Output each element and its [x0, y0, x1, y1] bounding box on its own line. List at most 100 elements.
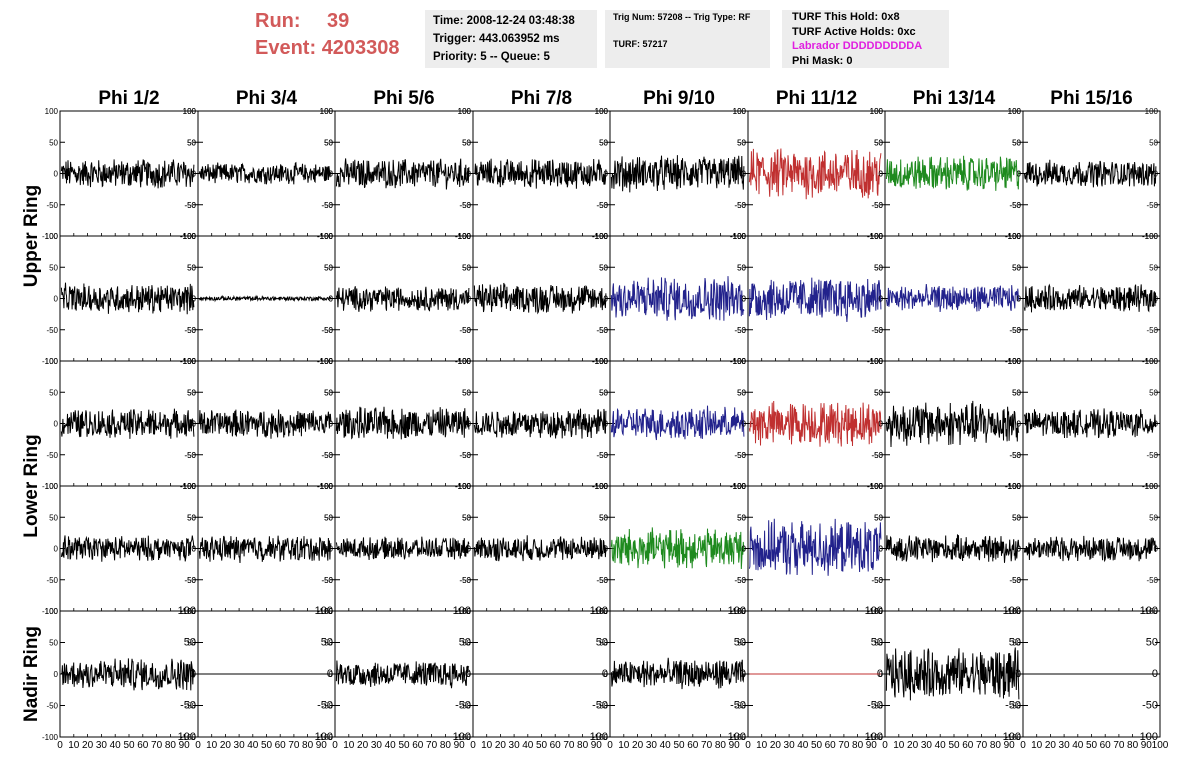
x-tick-label-c2: 60 — [275, 740, 287, 751]
left-tick-label-r5c6: 100 — [733, 607, 747, 616]
x-tick-label-c7: 30 — [921, 740, 933, 751]
left-tick-label-r2c5: 100 — [595, 232, 609, 241]
left-tick-label-r4c2: -50 — [184, 576, 196, 585]
left-tick-label-r2c4: 100 — [458, 232, 472, 241]
left-tick-label-r3c3: 100 — [320, 357, 334, 366]
left-tick-label-r3c8: 50 — [1012, 388, 1021, 397]
right-tick-label-r1c6: 50 — [874, 138, 883, 147]
x-tick-label-c3: 10 — [343, 740, 355, 751]
right-tick-label-r2c5: 0 — [742, 295, 747, 304]
left-tick-label-r2c4: -50 — [459, 326, 471, 335]
column-title-5: Phi 9/10 — [643, 88, 715, 109]
right-tick-label-r2c2: 50 — [324, 263, 333, 272]
right-tick-label-r3c2: 100 — [320, 357, 334, 366]
right-tick-label-r1c5: 50 — [737, 138, 746, 147]
left-tick-label-r3c6: 100 — [733, 357, 747, 366]
right-tick-label-r4c2: 100 — [320, 482, 334, 491]
left-tick-label-r5c6: -50 — [734, 702, 746, 711]
left-tick-label-r5c3: 50 — [324, 639, 333, 648]
left-tick-label-r2c7: 50 — [874, 263, 883, 272]
left-tick-label-r4c4: 0 — [467, 545, 472, 554]
right-tick-label-r5c2: -50 — [317, 700, 333, 712]
right-tick-label-r2c3: 100 — [458, 232, 472, 241]
left-tick-label-r1c5: 50 — [599, 138, 608, 147]
waveform-r1c3 — [335, 158, 470, 190]
left-tick-label-r4c8: 100 — [1008, 482, 1022, 491]
x-tick-label-c5: 40 — [660, 740, 672, 751]
right-tick-label-r3c5: 100 — [733, 357, 747, 366]
left-tick-label-r2c2: -50 — [184, 326, 196, 335]
event-line: Event: 4203308 — [255, 35, 425, 62]
right-tick-label-r5c1: -50 — [180, 700, 196, 712]
x-tick-label-c1: 40 — [110, 740, 122, 751]
waveform-r3c8 — [1023, 408, 1157, 439]
left-tick-label-r1c6: 0 — [742, 170, 747, 179]
left-tick-label-r3c3: 50 — [324, 388, 333, 397]
x-tick-label-c8: 70 — [1113, 740, 1125, 751]
left-tick-label-r1c3: 100 — [320, 107, 334, 116]
x-tick-label-c7: 40 — [935, 740, 947, 751]
x-tick-label-c1: 70 — [151, 740, 163, 751]
right-tick-label-r3c8: 100 — [1145, 357, 1159, 366]
left-tick-label-r3c2: 0 — [192, 420, 197, 429]
x-tick-label-c8: 30 — [1059, 740, 1071, 751]
left-tick-label-r2c1: 0 — [54, 295, 59, 304]
left-tick-label-r4c7: -50 — [871, 576, 883, 585]
waveform-r3c4 — [473, 408, 607, 439]
right-tick-label-r2c1: 50 — [187, 263, 196, 272]
waveform-r5c5 — [610, 657, 745, 690]
phi-mask-text: Phi Mask: 0 — [792, 54, 853, 67]
right-tick-label-r3c2: 0 — [329, 420, 334, 429]
right-tick-label-r4c1: 100 — [183, 482, 197, 491]
x-tick-label-c4: 10 — [481, 740, 493, 751]
left-tick-label-r5c5: 100 — [595, 607, 609, 616]
left-tick-label-r2c1: 50 — [49, 263, 58, 272]
x-tick-label-c8: 40 — [1072, 740, 1084, 751]
left-tick-label-r5c7: 100 — [870, 607, 884, 616]
x-tick-label-c3: 40 — [385, 740, 397, 751]
right-tick-label-r3c6: 50 — [874, 388, 883, 397]
waveform-r5c3 — [335, 660, 470, 689]
right-tick-label-r2c5: 100 — [733, 232, 747, 241]
right-tick-label-r4c2: 50 — [324, 513, 333, 522]
left-tick-label-r1c8: -50 — [1009, 201, 1021, 210]
right-tick-label-r1c5: -50 — [734, 201, 746, 210]
x-tick-label-c7: 20 — [907, 740, 919, 751]
x-tick-label-c3: 20 — [357, 740, 369, 751]
left-tick-label-r3c3: 0 — [329, 420, 334, 429]
right-tick-label-r5c4: 100 — [590, 605, 608, 617]
left-tick-label-r1c6: -50 — [734, 201, 746, 210]
left-tick-label-r2c7: 100 — [870, 232, 884, 241]
left-tick-label-r2c8: 0 — [1017, 295, 1022, 304]
x-tick-label-c1: 90 — [179, 740, 191, 751]
waveform-r2c8 — [1023, 283, 1157, 313]
waveform-r3c3 — [335, 406, 470, 440]
right-tick-label-r4c5: -50 — [734, 576, 746, 585]
left-tick-label-r2c8: -50 — [1009, 326, 1021, 335]
right-tick-label-r3c5: 0 — [742, 420, 747, 429]
x-tick-label-c8: 10 — [1031, 740, 1043, 751]
x-tick-label-c4: 90 — [591, 740, 603, 751]
waveform-r1c8 — [1023, 159, 1157, 188]
left-tick-label-r5c6: -100 — [730, 733, 747, 742]
right-tick-label-r5c1: 50 — [184, 637, 196, 649]
left-tick-label-r4c3: 50 — [324, 513, 333, 522]
left-tick-label-r4c4: 50 — [462, 513, 471, 522]
left-tick-label-r3c8: 0 — [1017, 420, 1022, 429]
row-label-lower-ring: Lower Ring — [21, 434, 42, 537]
waveform-r1c6 — [748, 148, 882, 200]
x-tick-label-c7: 80 — [990, 740, 1002, 751]
column-title-1: Phi 1/2 — [98, 88, 159, 109]
left-tick-label-r1c1: 0 — [54, 170, 59, 179]
right-tick-label-r5c7: -100 — [999, 731, 1021, 743]
right-tick-label-r5c3: 100 — [453, 605, 471, 617]
right-tick-label-r4c4: 50 — [599, 513, 608, 522]
left-tick-label-r5c8: 100 — [1008, 607, 1022, 616]
left-tick-label-r3c4: 0 — [467, 420, 472, 429]
left-tick-label-r4c1: 0 — [54, 545, 59, 554]
left-tick-label-r3c1: 0 — [54, 420, 59, 429]
column-title-2: Phi 3/4 — [236, 88, 298, 109]
x-tick-label-c5: 70 — [701, 740, 713, 751]
x-tick-label-c8: 0 — [1020, 740, 1026, 751]
left-tick-label-r1c4: 100 — [458, 107, 472, 116]
